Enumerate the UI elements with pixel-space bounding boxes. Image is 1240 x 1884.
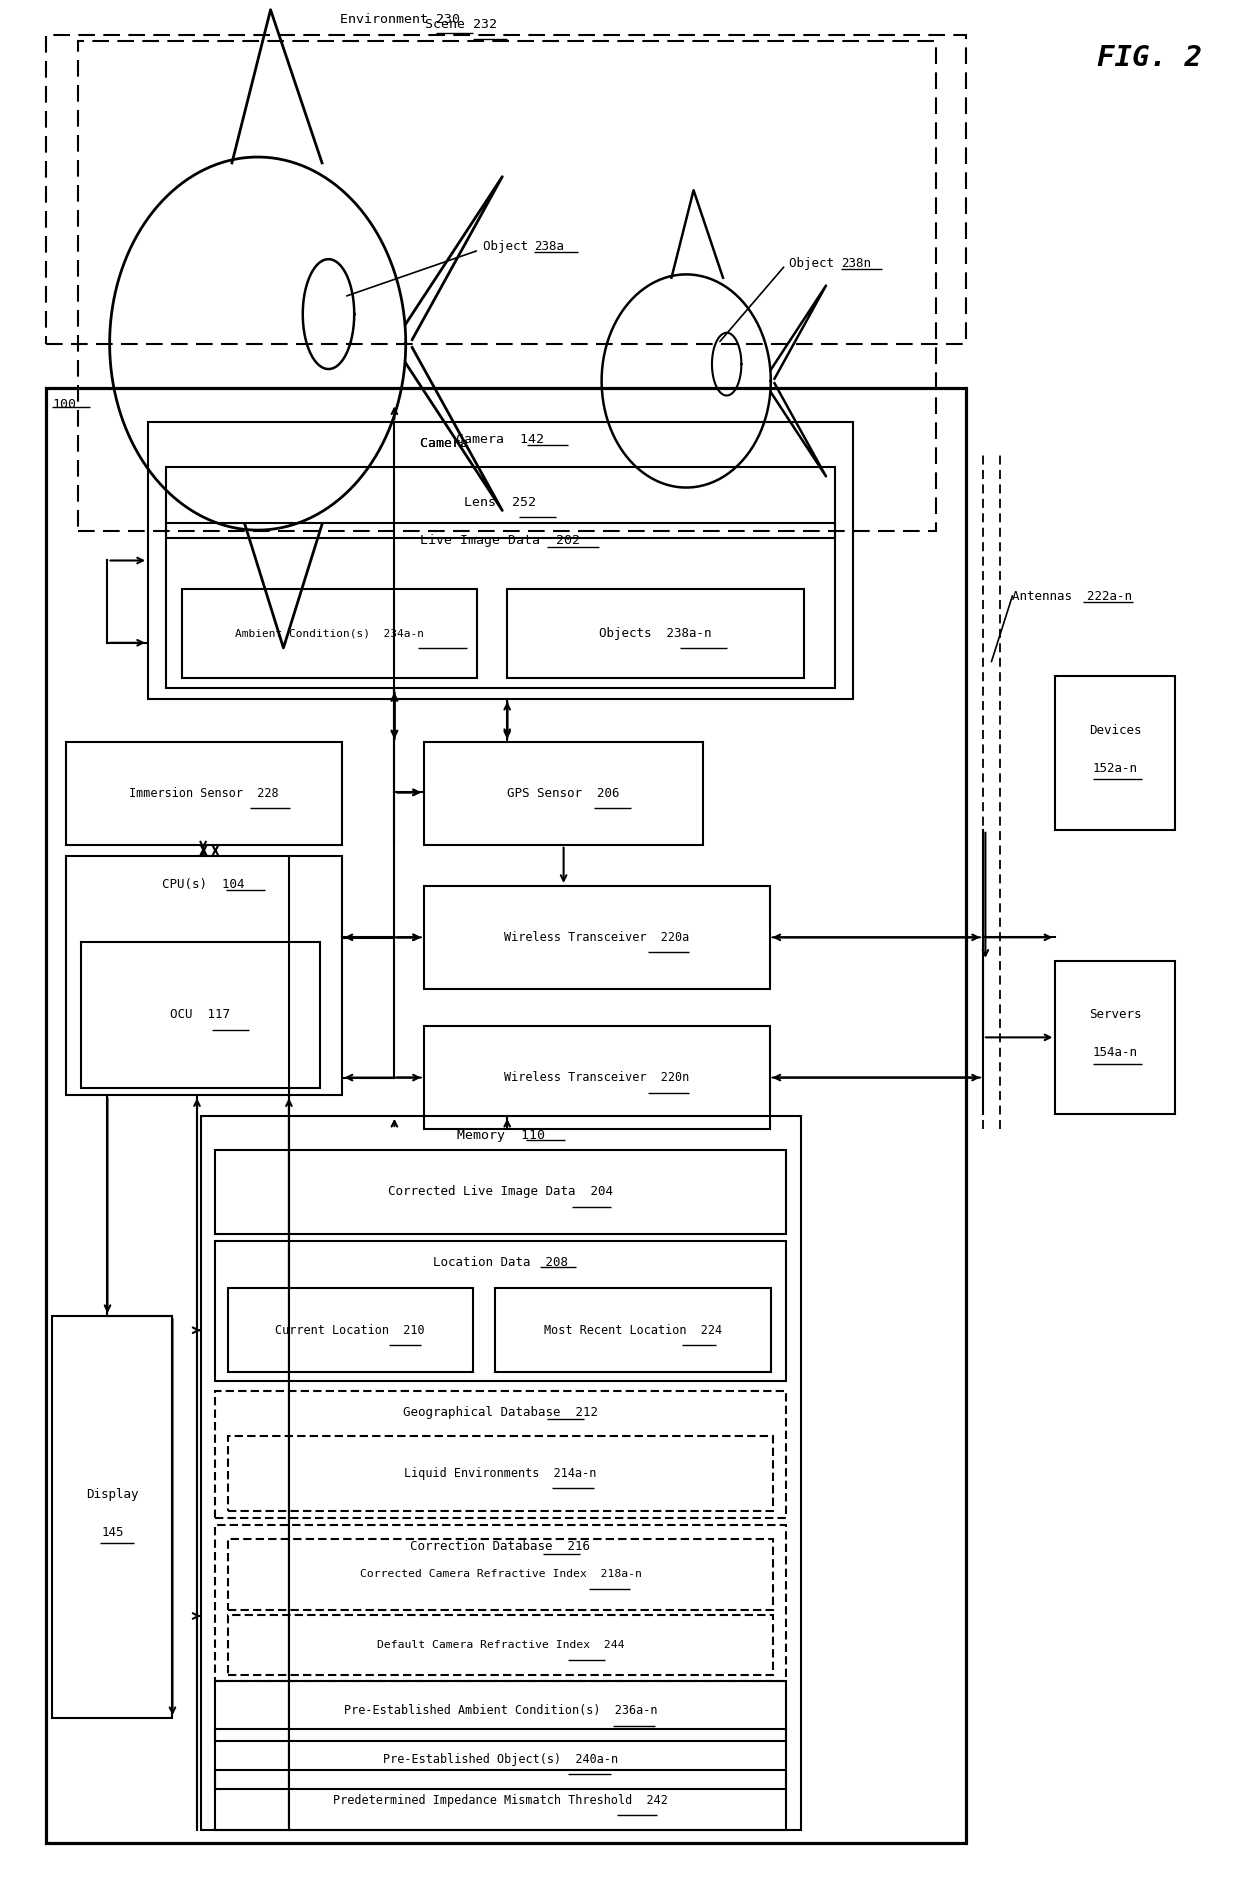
Text: Geographical Database  212: Geographical Database 212 [403, 1405, 598, 1419]
Text: 154a-n: 154a-n [1092, 1046, 1138, 1059]
Text: CPU(s)  104: CPU(s) 104 [162, 878, 246, 891]
Text: Pre-Established Object(s)  240a-n: Pre-Established Object(s) 240a-n [383, 1752, 618, 1765]
Text: Wireless Transceiver  220a: Wireless Transceiver 220a [505, 931, 689, 944]
Text: Liquid Environments  214a-n: Liquid Environments 214a-n [404, 1466, 596, 1479]
Text: Immersion Sensor  228: Immersion Sensor 228 [129, 788, 279, 801]
Text: FIG. 2: FIG. 2 [1097, 45, 1203, 72]
Text: Location Data  208: Location Data 208 [433, 1257, 568, 1270]
Text: 238a: 238a [534, 239, 564, 252]
Text: 152a-n: 152a-n [1092, 761, 1138, 774]
Text: Live Image Data  202: Live Image Data 202 [420, 535, 580, 548]
Text: Lens  252: Lens 252 [465, 495, 537, 509]
Text: Current Location  210: Current Location 210 [275, 1324, 425, 1336]
Text: Most Recent Location  224: Most Recent Location 224 [544, 1324, 722, 1336]
Text: Corrected Live Image Data  204: Corrected Live Image Data 204 [388, 1185, 613, 1198]
Text: GPS Sensor  206: GPS Sensor 206 [507, 788, 620, 801]
Text: Corrected Camera Refractive Index  218a-n: Corrected Camera Refractive Index 218a-n [360, 1569, 641, 1579]
Text: Camera: Camera [420, 437, 476, 450]
Text: Objects  238a-n: Objects 238a-n [599, 627, 712, 641]
Text: Servers: Servers [1089, 1008, 1142, 1021]
Text: 100: 100 [52, 398, 77, 411]
Text: Camera: Camera [420, 437, 476, 450]
Text: Object: Object [789, 256, 842, 269]
Text: Correction Database  216: Correction Database 216 [410, 1541, 590, 1554]
Text: Devices: Devices [1089, 723, 1142, 737]
Text: Pre-Established Ambient Condition(s)  236a-n: Pre-Established Ambient Condition(s) 236… [343, 1705, 657, 1716]
Text: Scene: Scene [425, 19, 472, 32]
Text: Memory  110: Memory 110 [458, 1129, 546, 1142]
Text: 230: 230 [436, 13, 460, 26]
Text: 238n: 238n [841, 256, 870, 269]
Text: Predetermined Impedance Mismatch Threshold  242: Predetermined Impedance Mismatch Thresho… [334, 1794, 668, 1807]
Text: OCU  117: OCU 117 [170, 1008, 231, 1021]
Text: Environment: Environment [340, 13, 436, 26]
Text: 232: 232 [472, 19, 497, 32]
Text: Display: Display [86, 1488, 139, 1502]
Text: Camera  142: Camera 142 [456, 433, 544, 447]
Text: Default Camera Refractive Index  244: Default Camera Refractive Index 244 [377, 1641, 624, 1650]
Text: 145: 145 [102, 1526, 124, 1539]
Text: Antennas  222a-n: Antennas 222a-n [1012, 590, 1132, 603]
Text: Wireless Transceiver  220n: Wireless Transceiver 220n [505, 1072, 689, 1083]
Text: Ambient Condition(s)  234a-n: Ambient Condition(s) 234a-n [234, 629, 424, 639]
Text: Object: Object [482, 239, 536, 252]
